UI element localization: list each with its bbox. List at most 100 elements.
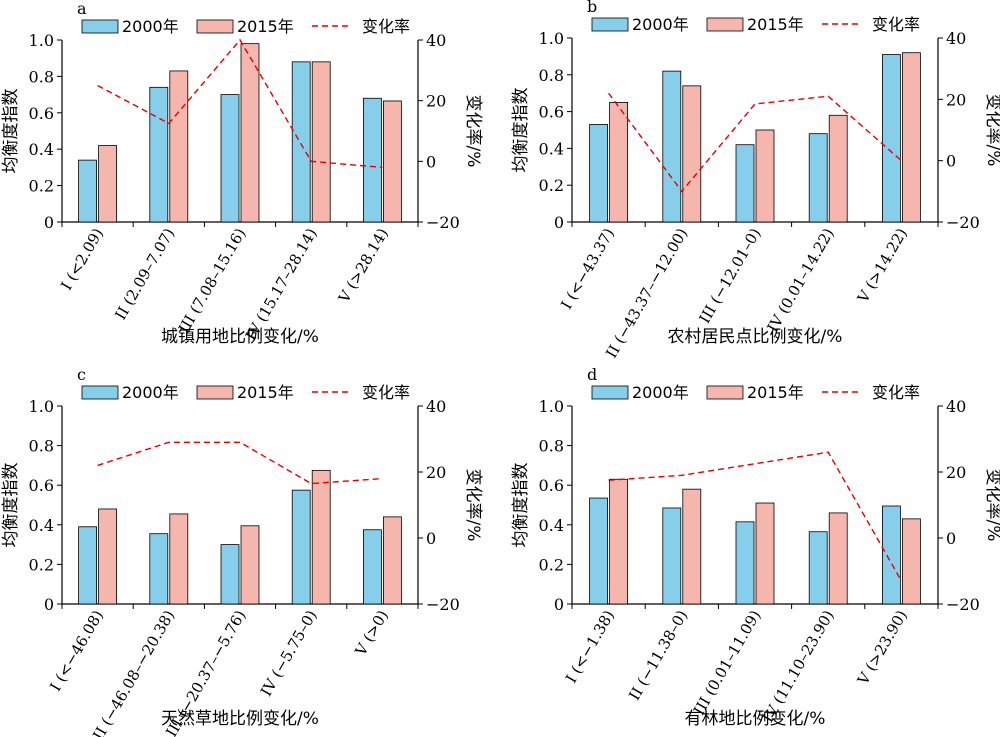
y-tick-label: 1.0 xyxy=(539,397,564,416)
bar-2015 xyxy=(98,145,117,223)
x-tick-label: II (2.09–7.07) xyxy=(111,225,178,323)
bar-2000 xyxy=(735,521,755,605)
bar-2015 xyxy=(902,52,921,223)
x-tick-label: V (>0) xyxy=(351,607,392,660)
legend-label-2015: 2015年 xyxy=(747,15,804,34)
bar-2000 xyxy=(882,505,901,605)
x-tick-label: IV (15.17–28.14) xyxy=(242,225,321,344)
y-tick-label: 0.2 xyxy=(539,555,564,574)
bar-2015 xyxy=(311,61,331,223)
chart-panel-d: 0 0.2 0.4 0.6 0.8 1.0 −20 0 20 40 I (<−1.38) II (−1… xyxy=(511,365,1000,729)
bar-2015 xyxy=(311,469,331,605)
x-tick-label: IV (0.01–14.22) xyxy=(764,225,838,335)
bar-2015 xyxy=(755,502,775,605)
y2-tick-label: −20 xyxy=(426,595,460,614)
y-tick-label: 0 xyxy=(44,595,54,614)
legend-swatch-2015 xyxy=(706,17,744,32)
bar-2015 xyxy=(98,508,117,605)
y-axis-title: 均衡度指数 xyxy=(1,89,21,174)
y2-tick-label: −20 xyxy=(946,213,980,232)
x-tick-label: I (<−1.38) xyxy=(562,607,618,686)
rate-line xyxy=(608,92,902,193)
y2-axis-title: 变化率/% xyxy=(463,95,483,168)
x-axis-title: 天然草地比例变化/% xyxy=(161,709,319,729)
legend-label-rate: 变化率 xyxy=(872,383,920,402)
bar-2000 xyxy=(882,54,901,223)
panel-label: d xyxy=(587,365,597,384)
legend-swatch-2015 xyxy=(196,19,234,34)
bar-2000 xyxy=(220,544,240,605)
bar-2000 xyxy=(149,533,169,605)
legend-swatch-2000 xyxy=(591,385,629,400)
legend-swatch-2000 xyxy=(591,17,629,32)
y-tick-label: 0.6 xyxy=(29,104,54,123)
legend-swatch-2000 xyxy=(81,385,119,400)
bar-2015 xyxy=(902,518,921,605)
bar-2000 xyxy=(149,86,169,223)
legend-label-rate: 变化率 xyxy=(872,15,920,34)
bar-2000 xyxy=(291,61,311,223)
y-tick-label: 0.8 xyxy=(29,67,54,86)
bar-2000 xyxy=(362,529,382,605)
y2-tick-label: 20 xyxy=(946,90,966,109)
bar-2000 xyxy=(78,159,97,223)
y2-tick-label: 20 xyxy=(426,92,446,111)
bar-2015 xyxy=(382,100,402,223)
y-tick-label: 0.2 xyxy=(29,555,54,574)
x-tick-label: I (<−43.37) xyxy=(557,225,618,312)
x-axis-title: 城镇用地比例变化/% xyxy=(161,327,319,347)
y2-tick-label: 0 xyxy=(946,152,956,171)
y-tick-label: 0.8 xyxy=(29,437,54,456)
y-tick-label: 0.6 xyxy=(29,476,54,495)
bar-2000 xyxy=(220,94,240,223)
y-tick-label: 0.6 xyxy=(539,103,564,122)
bar-2015 xyxy=(609,102,628,223)
legend-swatch-2015 xyxy=(706,385,744,400)
y-tick-label: 0 xyxy=(554,595,564,614)
bar-2015 xyxy=(682,85,702,223)
bar-2015 xyxy=(169,513,189,605)
legend-swatch-2015 xyxy=(196,385,234,400)
y-tick-label: 0 xyxy=(44,213,54,232)
x-tick-label: IV (−5.75–0) xyxy=(257,607,321,699)
y-tick-label: 0 xyxy=(554,213,564,232)
y-tick-label: 0.4 xyxy=(29,140,54,159)
y2-tick-label: 40 xyxy=(426,397,446,416)
bar-2000 xyxy=(291,489,311,605)
bar-2015 xyxy=(169,70,189,223)
x-tick-label: IV (11.10–23.90) xyxy=(759,607,838,726)
y-tick-label: 0.6 xyxy=(539,476,564,495)
bar-2015 xyxy=(609,478,628,605)
rate-line xyxy=(97,38,383,169)
x-axis-title: 农村居民点比例变化/% xyxy=(668,327,843,347)
legend-label-rate: 变化率 xyxy=(362,383,410,402)
x-tick-label: III (7.08–15.16) xyxy=(175,225,250,336)
bar-2015 xyxy=(682,488,702,605)
x-tick-label: V (>23.90) xyxy=(853,607,911,689)
x-tick-label: III (−12.01–0) xyxy=(695,225,764,327)
legend-swatch-2000 xyxy=(81,19,119,34)
y2-tick-label: −20 xyxy=(946,595,980,614)
x-tick-label: II (−11.38–0) xyxy=(625,607,691,703)
y-tick-label: 0.2 xyxy=(539,176,564,195)
y2-tick-label: 0 xyxy=(426,152,436,171)
legend-label-2015: 2015年 xyxy=(237,383,294,402)
x-tick-label: V (>28.14) xyxy=(334,225,392,307)
y-tick-label: 1.0 xyxy=(539,29,564,48)
y-tick-label: 0.2 xyxy=(29,177,54,196)
x-axis-title: 有林地比例变化/% xyxy=(685,709,826,729)
rate-line xyxy=(608,451,903,582)
y2-axis-title: 变化率/% xyxy=(983,469,1000,542)
legend-label-2015: 2015年 xyxy=(237,17,294,36)
bar-2000 xyxy=(78,526,97,605)
panel-label: a xyxy=(77,0,87,18)
bar-2015 xyxy=(240,43,260,223)
y2-tick-label: 40 xyxy=(426,31,446,50)
legend-label-2000: 2000年 xyxy=(632,15,689,34)
bar-2000 xyxy=(362,97,382,223)
x-tick-label: I (<−46.08) xyxy=(46,607,107,694)
bar-2000 xyxy=(808,531,828,605)
